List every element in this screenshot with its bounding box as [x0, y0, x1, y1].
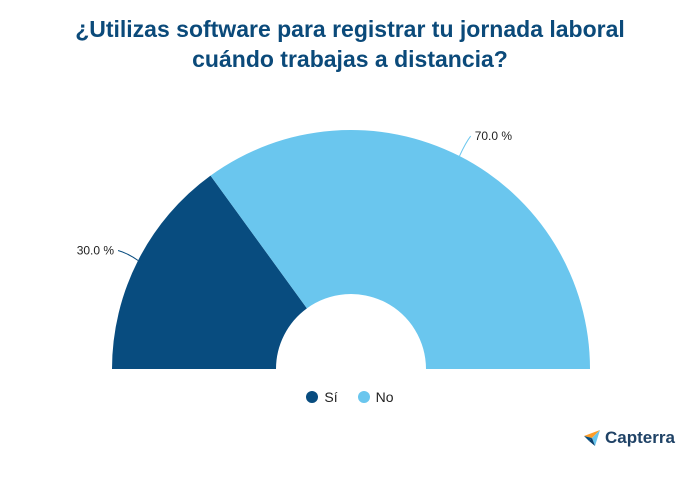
capterra-logo-text: Capterra: [605, 428, 675, 447]
chart-title-line-2: cuándo trabajas a distancia?: [192, 46, 508, 72]
data-label-no: 70.0 %: [475, 129, 513, 143]
label-leader-si: [117, 250, 139, 261]
legend-swatch-no: [357, 391, 370, 403]
legend-label-no: No: [375, 389, 394, 405]
chart-title-line-1: ¿Utilizas software para registrar tu jor…: [75, 16, 625, 42]
capterra-arrow-icon: [584, 430, 600, 446]
legend: Sí No: [0, 389, 700, 405]
label-leader-no: [459, 135, 472, 157]
legend-item-no[interactable]: No: [357, 389, 394, 405]
data-label-si: 30.0 %: [77, 243, 115, 257]
legend-item-si[interactable]: Sí: [306, 389, 338, 405]
capterra-logo: Capterra: [583, 428, 675, 448]
chart-title: ¿Utilizas software para registrar tu jor…: [0, 14, 700, 74]
pie-slice-si[interactable]: [112, 175, 307, 369]
pie-slice-no[interactable]: [210, 130, 590, 369]
legend-label-si: Sí: [324, 389, 338, 405]
legend-swatch-si: [306, 391, 319, 403]
